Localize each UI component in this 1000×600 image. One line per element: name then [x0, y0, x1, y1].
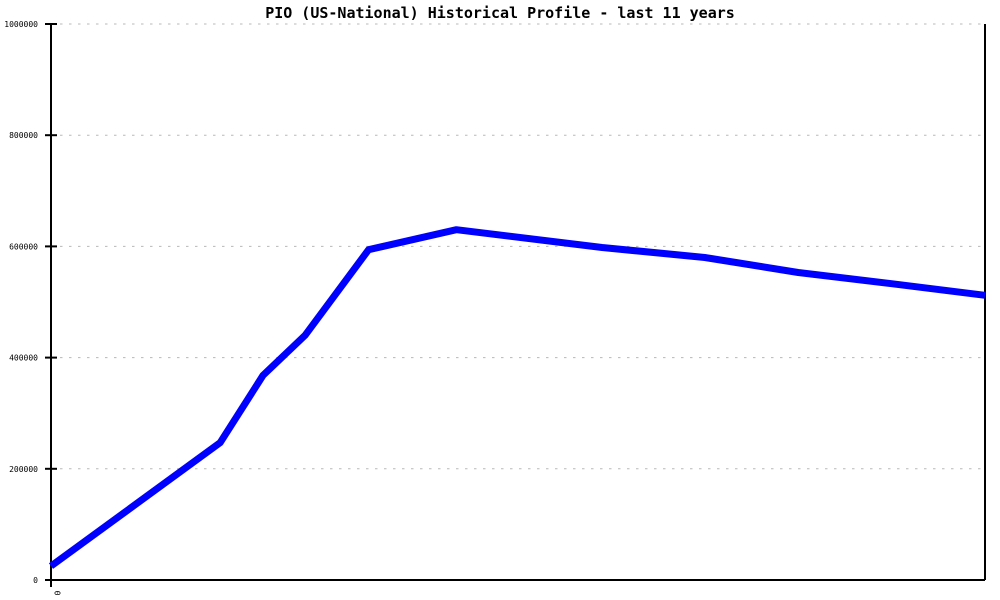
y-tick-label: 800000: [9, 131, 38, 140]
y-tick-label: 0: [33, 576, 38, 585]
y-tick-label: 400000: [9, 354, 38, 363]
y-tick-label: 1000000: [4, 20, 38, 29]
chart-title: PIO (US-National) Historical Profile - l…: [265, 4, 735, 22]
x-tick-label: 0: [53, 591, 62, 596]
data-line: [48, 226, 986, 569]
y-tick-label: 200000: [9, 465, 38, 474]
y-tick-label: 600000: [9, 242, 38, 251]
